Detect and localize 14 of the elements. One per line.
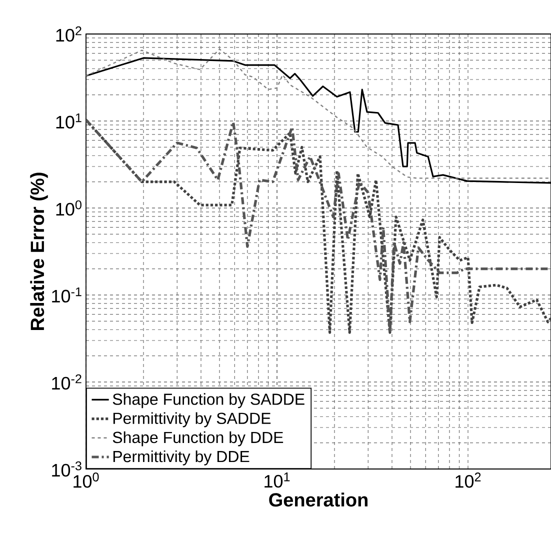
legend-label: Shape Function by SADDE (112, 393, 304, 408)
x-tick-label: 10$^{0}$ (74, 472, 99, 488)
y-axis-title: Relative Error (%) (30, 172, 48, 330)
legend-label: Permittivity by SADDE (113, 412, 271, 428)
y-tick-label: 10$^{1}$ (56, 113, 82, 129)
x-tick-label: 10$^{2}$ (456, 472, 481, 488)
legend-label: Shape Function by DDE (112, 431, 284, 446)
x-tick-label: 10$^{1}$ (264, 472, 290, 488)
y-tick-label: 10$^{2}$ (56, 26, 82, 42)
y-tick-label: 10$^{-2}$ (52, 374, 82, 390)
legend-label: Permittivity by DDE (113, 450, 250, 466)
y-tick-label: 10$^{-1}$ (52, 287, 82, 303)
x-axis-title: Generation (269, 492, 368, 507)
y-tick-label: 10$^{0}$ (56, 200, 82, 216)
